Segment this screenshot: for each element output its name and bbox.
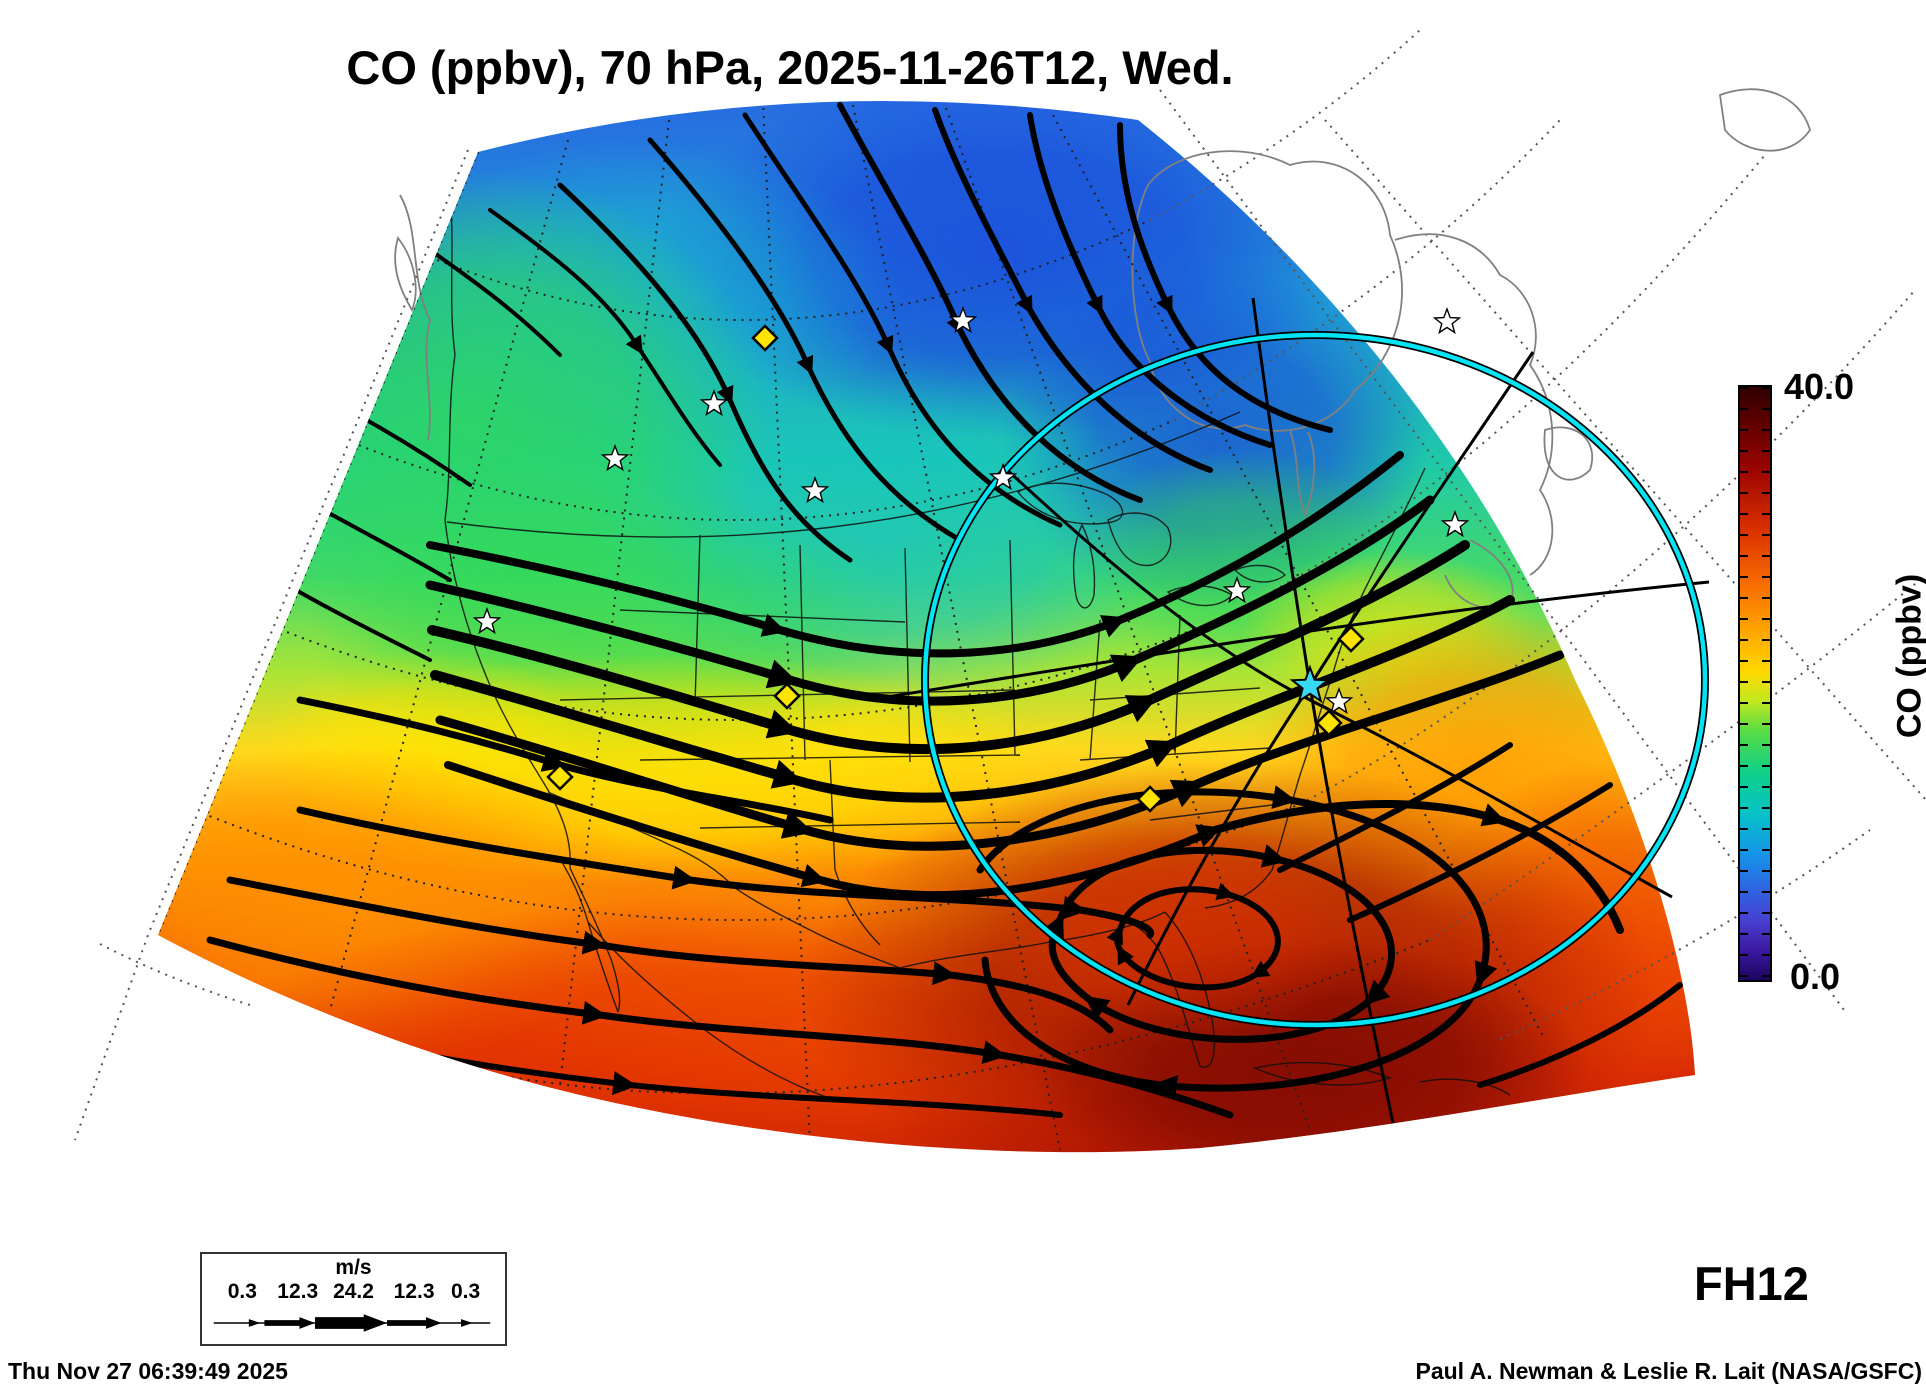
range-ring (921, 331, 1709, 1029)
colorbar-axis-label: CO (ppbv) (1890, 573, 1926, 739)
forecast-hour-label: FH12 (1694, 1257, 1809, 1310)
page-title: CO (ppbv), 70 hPa, 2025-11-26T12, Wed. (346, 41, 1234, 94)
credit-line: Paul A. Newman & Leslie R. Lait (NASA/GS… (1415, 1358, 1922, 1384)
graticule-outside (74, 29, 1926, 1141)
coastlines-outside (394, 88, 1811, 610)
generation-timestamp: Thu Nov 27 06:39:49 2025 (8, 1358, 288, 1384)
colorbar-ticks-right (1762, 387, 1770, 980)
colorbar-min-label: 0.0 (1790, 956, 1841, 997)
wind-legend-unit: m/s (335, 1256, 372, 1279)
wind-speed-legend: m/s 0.3 12.3 24.2 12.3 0.3 (200, 1252, 507, 1346)
colorbar-max-label: 40.0 (1784, 366, 1855, 407)
wind-legend-values: 0.3 12.3 24.2 12.3 0.3 (227, 1280, 481, 1303)
wind-legend-arrow-scale (213, 1314, 491, 1332)
line-w-e (867, 580, 1710, 702)
station-diamond-markers (546, 324, 1365, 813)
colorbar (1738, 385, 1772, 982)
colorbar-ticks-left (1740, 387, 1748, 980)
line-nw-se (1003, 466, 1673, 899)
